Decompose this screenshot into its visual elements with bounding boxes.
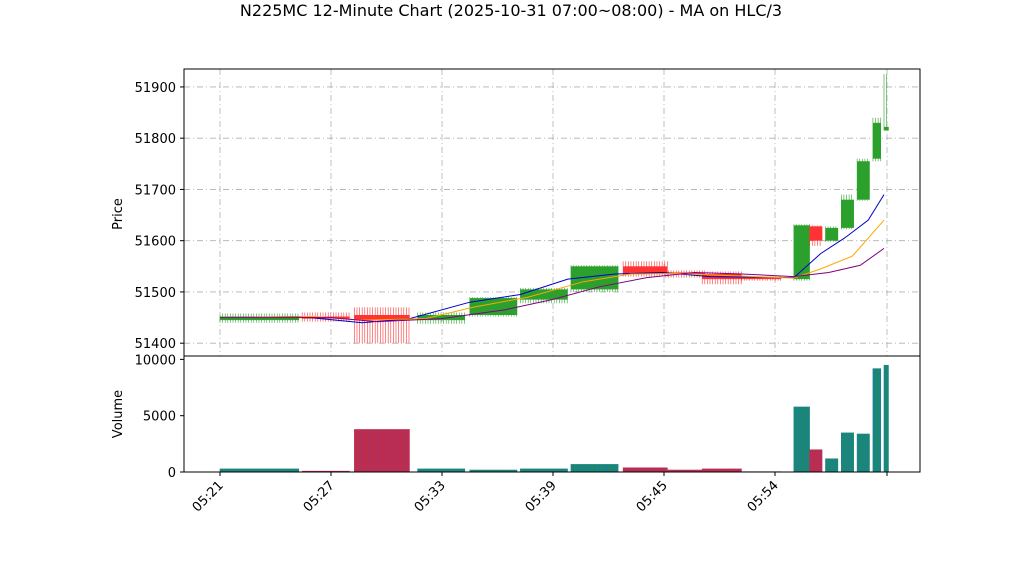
candle-body [825, 227, 839, 241]
volume-bar-fill [220, 468, 300, 472]
volume-bar-fill [841, 432, 854, 472]
ma-line [219, 194, 885, 324]
volume-bar [417, 468, 466, 472]
volume-bar [622, 467, 668, 472]
moving-average-lines [219, 194, 885, 324]
price-grid [184, 69, 920, 356]
candle [883, 74, 889, 131]
volume-tick-label: 10000 [135, 353, 176, 368]
volume-y-ticks: 0 5000 10000 [135, 353, 184, 481]
volume-bar-fill [665, 469, 706, 472]
volume-panel: 0 5000 10000 Volume [111, 353, 921, 481]
chart-title: N225MC 12-Minute Chart (2025-10-31 07:00… [240, 1, 782, 20]
candle-body [857, 161, 870, 200]
candle [825, 226, 839, 242]
price-panel: 51400 51500 51600 51700 51800 51900 Price [111, 68, 921, 357]
candle-body [417, 315, 466, 321]
candle-body [220, 316, 300, 321]
volume-bar [883, 365, 889, 472]
x-axis-ticks: 05:21 05:27 05:33 05:39 05:45 05:54 [190, 472, 888, 515]
volume-bar-fill [520, 468, 568, 472]
volume-bar [872, 368, 882, 472]
ma-line [220, 247, 885, 323]
volume-bar [354, 429, 410, 472]
candle [793, 224, 810, 281]
volume-bar [701, 468, 742, 472]
volume-bar [793, 406, 810, 472]
price-tick-label: 51400 [135, 337, 176, 352]
price-tick-label: 51700 [135, 183, 176, 198]
volume-bar [809, 449, 823, 472]
volume-bar-fill [354, 429, 410, 472]
x-tick-label: 05:21 [190, 478, 227, 515]
x-tick-label: 05:45 [634, 478, 671, 515]
candle [809, 225, 823, 246]
candle-body [469, 298, 518, 315]
price-tick-label: 51800 [135, 132, 176, 147]
candle [856, 158, 870, 201]
price-candles [219, 74, 889, 344]
candle-body [841, 199, 854, 228]
volume-bar-fill [417, 468, 466, 472]
candle [354, 307, 410, 344]
volume-bar [520, 468, 568, 472]
candle [872, 117, 882, 162]
x-tick-label: 05:33 [412, 478, 449, 515]
volume-tick-label: 0 [168, 466, 176, 481]
volume-bar-fill [857, 433, 870, 472]
volume-axis-label: Volume [111, 390, 126, 438]
volume-bar [570, 464, 619, 472]
candle [841, 194, 854, 230]
price-tick-label: 51600 [135, 235, 176, 250]
volume-axes-frame [183, 355, 921, 473]
volume-bar-fill [570, 464, 619, 472]
price-axes-frame [183, 68, 921, 357]
candle-body [872, 122, 881, 159]
candle-body [570, 266, 619, 290]
volume-bar-fill [302, 470, 350, 472]
candle [417, 312, 466, 324]
candle-body [884, 126, 889, 131]
ma-line [219, 219, 885, 321]
x-tick-label: 05:39 [523, 478, 560, 515]
volume-bars [219, 365, 889, 472]
price-axis-label: Price [111, 198, 126, 230]
volume-bar [219, 468, 300, 472]
volume-bar-fill [825, 458, 839, 472]
volume-bar-fill [872, 368, 881, 472]
price-y-ticks: 51400 51500 51600 51700 51800 51900 [135, 81, 184, 352]
x-tick-label: 05:54 [745, 478, 782, 515]
volume-bar [825, 458, 839, 472]
volume-bar-fill [809, 449, 823, 472]
volume-bar-fill [623, 467, 668, 472]
volume-bar [841, 432, 854, 472]
candle-body [809, 226, 823, 241]
price-tick-label: 51900 [135, 81, 176, 96]
candle-body [741, 277, 782, 280]
volume-bar-fill [469, 469, 518, 472]
volume-bar [856, 433, 870, 472]
volume-bar-fill [702, 468, 742, 472]
x-tick-label: 05:27 [301, 478, 338, 515]
price-tick-label: 51500 [135, 286, 176, 301]
candle-body [354, 315, 410, 321]
candle-body [520, 289, 568, 300]
candle-body [793, 225, 810, 280]
volume-tick-label: 5000 [143, 410, 176, 425]
candle-body [623, 266, 668, 274]
